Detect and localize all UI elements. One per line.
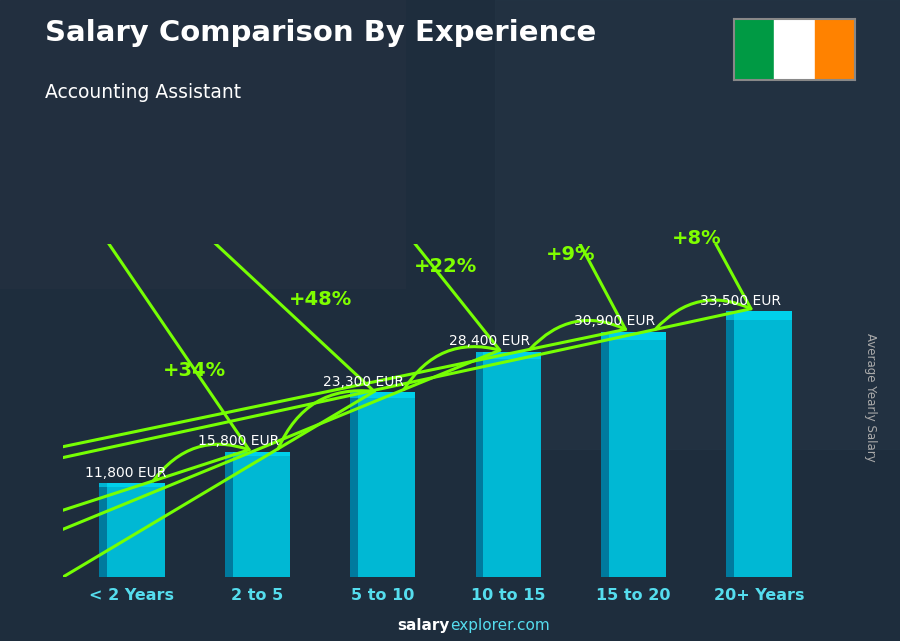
- Bar: [726, 311, 792, 577]
- Text: +34%: +34%: [163, 361, 226, 380]
- Text: 30,900 EUR: 30,900 EUR: [574, 315, 655, 328]
- Text: Salary Comparison By Experience: Salary Comparison By Experience: [45, 19, 596, 47]
- Bar: [601, 331, 666, 340]
- FancyArrowPatch shape: [0, 0, 751, 641]
- Bar: [726, 311, 734, 577]
- FancyArrowPatch shape: [0, 0, 500, 641]
- Bar: [225, 451, 290, 456]
- Bar: [350, 392, 416, 399]
- Bar: [350, 392, 358, 577]
- Text: salary: salary: [398, 619, 450, 633]
- Text: 23,300 EUR: 23,300 EUR: [323, 375, 404, 389]
- Bar: [601, 331, 608, 577]
- Bar: [350, 392, 416, 577]
- Text: 28,400 EUR: 28,400 EUR: [449, 335, 530, 348]
- Bar: [495, 0, 900, 449]
- Text: +22%: +22%: [414, 257, 477, 276]
- Bar: [225, 451, 290, 577]
- Bar: [814, 19, 855, 80]
- Bar: [99, 483, 165, 487]
- Bar: [99, 483, 107, 577]
- Bar: [734, 19, 774, 80]
- Bar: [774, 19, 814, 80]
- FancyArrowPatch shape: [0, 0, 249, 641]
- Bar: [225, 451, 232, 577]
- Text: +48%: +48%: [289, 290, 352, 309]
- Text: +8%: +8%: [671, 229, 721, 247]
- Text: Accounting Assistant: Accounting Assistant: [45, 83, 241, 103]
- Text: 11,800 EUR: 11,800 EUR: [85, 466, 166, 480]
- Text: 15,800 EUR: 15,800 EUR: [198, 435, 279, 448]
- FancyArrowPatch shape: [0, 0, 374, 641]
- Bar: [0, 0, 405, 288]
- Text: 33,500 EUR: 33,500 EUR: [699, 294, 780, 308]
- Bar: [475, 351, 541, 360]
- Bar: [601, 331, 666, 577]
- Text: +9%: +9%: [546, 246, 596, 264]
- Bar: [726, 311, 792, 320]
- Text: Average Yearly Salary: Average Yearly Salary: [865, 333, 878, 462]
- Text: explorer.com: explorer.com: [450, 619, 550, 633]
- Bar: [475, 351, 483, 577]
- Bar: [475, 351, 541, 577]
- Bar: [99, 483, 165, 577]
- FancyArrowPatch shape: [0, 0, 626, 641]
